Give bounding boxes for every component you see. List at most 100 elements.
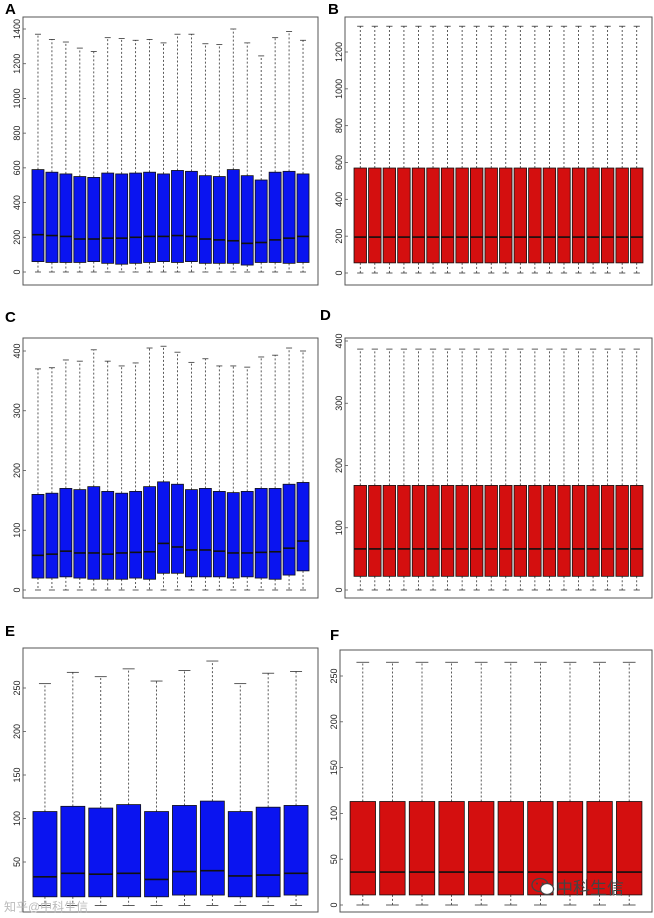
iqr-box bbox=[31, 493, 45, 579]
iqr-box bbox=[101, 172, 115, 264]
plot-frame bbox=[344, 337, 653, 599]
box-3 bbox=[408, 661, 436, 906]
iqr-box bbox=[484, 167, 498, 264]
iqr-box bbox=[440, 485, 455, 577]
iqr-box bbox=[88, 807, 114, 898]
y-tick-label: 600 bbox=[12, 160, 22, 175]
box-5 bbox=[87, 349, 101, 591]
iqr-box bbox=[198, 488, 212, 578]
iqr-box bbox=[32, 811, 58, 898]
box-12 bbox=[185, 361, 198, 591]
box-16 bbox=[571, 348, 586, 591]
iqr-box bbox=[353, 167, 367, 264]
box-20 bbox=[630, 348, 644, 591]
y-tick-label: 0 bbox=[334, 270, 344, 275]
box-3 bbox=[59, 359, 73, 591]
box-2 bbox=[45, 367, 59, 591]
box-1 bbox=[353, 348, 367, 591]
box-4 bbox=[73, 47, 87, 273]
box-4 bbox=[397, 25, 411, 274]
box-6 bbox=[101, 360, 115, 591]
iqr-box bbox=[157, 173, 170, 262]
iqr-box bbox=[143, 171, 156, 263]
iqr-box bbox=[59, 173, 73, 263]
y-tick-label: 100 bbox=[334, 520, 344, 535]
panel-e: E 50 100 150 200 250 bbox=[5, 623, 319, 913]
iqr-box bbox=[73, 489, 87, 579]
iqr-box bbox=[630, 167, 644, 264]
panel-f: F 0 50 100 150 200 250 bbox=[329, 627, 653, 913]
iqr-box bbox=[268, 488, 282, 580]
box-15 bbox=[226, 365, 240, 591]
box-2 bbox=[379, 661, 406, 906]
iqr-box bbox=[426, 485, 440, 577]
iqr-box bbox=[438, 801, 465, 896]
iqr-box bbox=[497, 801, 524, 896]
iqr-box bbox=[379, 801, 406, 896]
iqr-box bbox=[527, 801, 554, 896]
box-9 bbox=[470, 348, 484, 591]
box-5 bbox=[411, 25, 426, 274]
watermark-left: 知乎@中科生信 bbox=[4, 900, 89, 914]
box-12 bbox=[513, 348, 527, 591]
box-7 bbox=[440, 348, 455, 591]
box-5 bbox=[411, 348, 426, 591]
iqr-box bbox=[31, 169, 45, 262]
box-19 bbox=[615, 348, 629, 591]
iqr-box bbox=[226, 492, 240, 579]
iqr-box bbox=[411, 167, 426, 264]
box-8 bbox=[129, 39, 143, 273]
wechat-icon bbox=[531, 877, 555, 896]
box-10 bbox=[283, 671, 309, 906]
iqr-box bbox=[470, 167, 484, 264]
box-10 bbox=[616, 661, 643, 906]
iqr-box bbox=[226, 169, 240, 264]
iqr-box bbox=[129, 172, 143, 264]
iqr-box bbox=[630, 485, 644, 577]
iqr-box bbox=[255, 806, 281, 898]
box-7 bbox=[527, 661, 554, 906]
box-7 bbox=[440, 25, 455, 274]
y-tick-label: 100 bbox=[12, 811, 22, 826]
y-tick-label: 200 bbox=[12, 724, 22, 739]
iqr-box bbox=[60, 805, 86, 898]
box-9 bbox=[143, 347, 156, 591]
box-10 bbox=[157, 345, 170, 591]
box-2 bbox=[368, 25, 382, 274]
iqr-box bbox=[87, 177, 101, 262]
iqr-box bbox=[143, 486, 156, 580]
panel-c: C 0 100 200 300 400 bbox=[5, 309, 319, 599]
iqr-box bbox=[282, 483, 296, 576]
box-4 bbox=[116, 668, 142, 906]
iqr-box bbox=[615, 485, 629, 577]
iqr-box bbox=[586, 485, 600, 577]
iqr-box bbox=[397, 485, 411, 577]
box-1 bbox=[31, 33, 45, 273]
box-17 bbox=[254, 356, 268, 591]
iqr-box bbox=[115, 173, 129, 265]
iqr-box bbox=[59, 488, 73, 578]
box-11 bbox=[171, 33, 184, 273]
box-9 bbox=[255, 672, 281, 906]
y-tick-label: 300 bbox=[12, 403, 22, 418]
iqr-box bbox=[199, 800, 225, 896]
iqr-box bbox=[157, 481, 170, 574]
box-6 bbox=[426, 348, 440, 591]
y-tick-label: 50 bbox=[12, 857, 22, 867]
box-18 bbox=[600, 348, 615, 591]
watermark-brand: 中科生信 bbox=[556, 879, 624, 898]
box-13 bbox=[528, 348, 542, 591]
box-6 bbox=[172, 670, 197, 906]
box-8 bbox=[455, 348, 469, 591]
y-tick-label: 200 bbox=[334, 229, 344, 244]
panel-d: D 0 100 200 300 400 bbox=[320, 307, 653, 599]
box-7 bbox=[199, 660, 225, 906]
panel-letter: D bbox=[320, 307, 331, 324]
iqr-box bbox=[600, 485, 615, 577]
y-tick-label: 100 bbox=[329, 806, 339, 821]
box-5 bbox=[87, 51, 101, 273]
iqr-box bbox=[254, 179, 268, 263]
box-15 bbox=[226, 28, 240, 273]
y-tick-label: 200 bbox=[12, 463, 22, 478]
